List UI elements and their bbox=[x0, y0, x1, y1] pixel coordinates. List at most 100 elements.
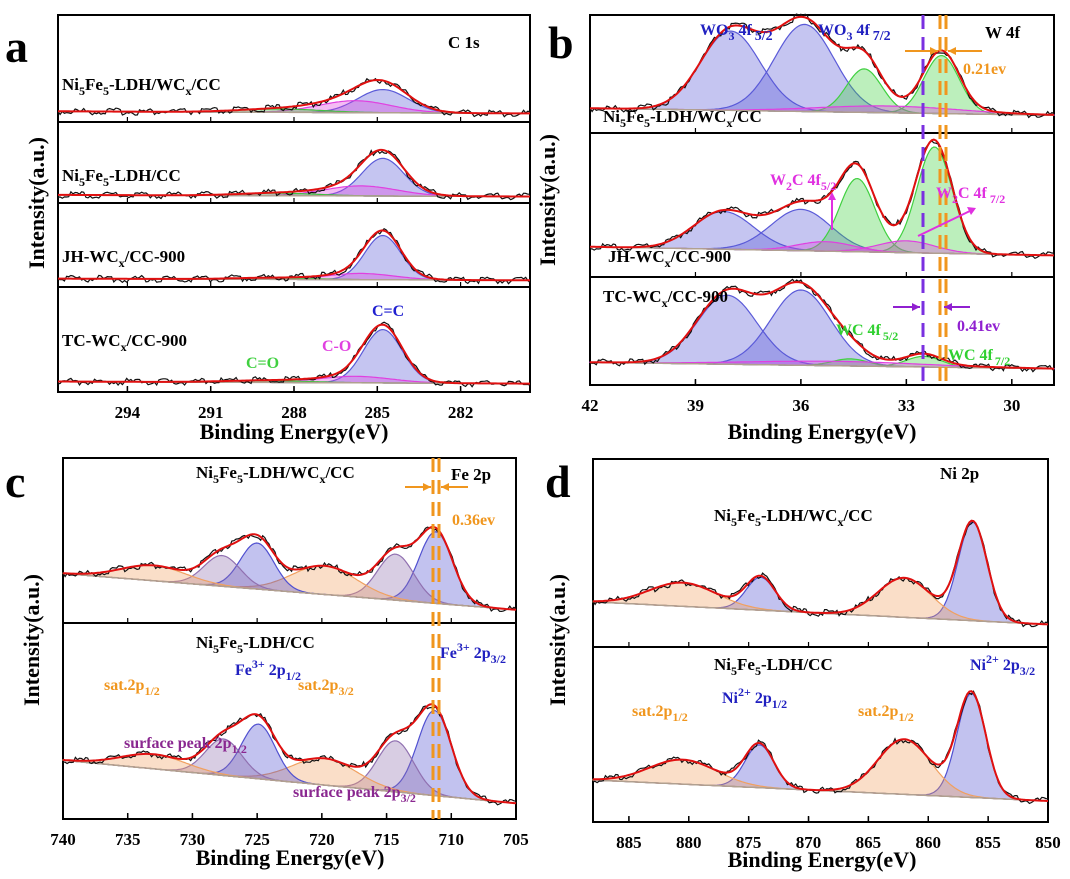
shift-arrowhead bbox=[944, 303, 952, 311]
sample-group-b-2 bbox=[590, 138, 1055, 260]
sample-group-a-2 bbox=[57, 148, 530, 201]
panel-b: 42 39 36 33 30 W 4f 0.21ev 0.41ev Ni5Fe5-LDH… bbox=[535, 13, 1055, 444]
annotation-sat-2p1-2: sat.2p1/2 bbox=[104, 677, 160, 698]
x-tick-label-a-2: 291 bbox=[198, 403, 224, 422]
panel-d-xlabel: Binding Energy(eV) bbox=[728, 847, 917, 872]
annotation-sat-2p3-2: sat.2p3/2 bbox=[298, 677, 354, 698]
panel-d-core-label: Ni 2p bbox=[940, 464, 979, 483]
shift-arrowhead bbox=[441, 483, 449, 491]
envelope-fit-b-1 bbox=[590, 15, 1055, 116]
x-tick-label-d-2: 880 bbox=[676, 833, 702, 852]
panel-c-sample-label-1: Ni5Fe5-LDH/WCx/CC bbox=[196, 463, 355, 486]
panel-b-frame bbox=[589, 14, 1055, 386]
sample-group-b-3 bbox=[589, 278, 1055, 373]
baseline-b-1 bbox=[589, 107, 1054, 117]
x-tick-label-a-1: 294 bbox=[115, 403, 141, 422]
x-tick-label-b-5: 30 bbox=[1003, 396, 1020, 415]
annotation-wo3-7-2: WO3 4f 7/2 bbox=[818, 22, 891, 44]
panel-a-core-label: C 1s bbox=[448, 33, 480, 52]
envelope-fit-a-1 bbox=[58, 78, 530, 115]
x-tick-label-c-2: 735 bbox=[115, 830, 141, 849]
sample-group-b-1 bbox=[589, 13, 1055, 119]
panel-a-sample-label-4: TC-WCx/CC-900 bbox=[62, 331, 187, 354]
x-tick-label-a-3: 288 bbox=[281, 403, 307, 422]
annotation-shift-0-21: 0.21ev bbox=[963, 61, 1006, 78]
x-tick-label-c-4: 725 bbox=[244, 830, 270, 849]
panel-a-sample-label-3: JH-WCx/CC-900 bbox=[62, 247, 185, 270]
annotation-c-o: C-O bbox=[322, 338, 351, 355]
sample-group-d-1 bbox=[592, 519, 1049, 628]
annotation-c-c: C=C bbox=[372, 303, 404, 320]
sample-group-c-2 bbox=[62, 703, 517, 806]
panel-d-sample-label-1: Ni5Fe5-LDH/WCx/CC bbox=[714, 506, 873, 529]
panel-letter-a: a bbox=[5, 21, 28, 72]
shift-arrowhead bbox=[948, 47, 956, 55]
annotation-wc-7-2: WC 4f 7/2 bbox=[948, 347, 1010, 368]
panel-d-frame bbox=[592, 458, 1049, 823]
x-tick-label-c-6: 715 bbox=[374, 830, 400, 849]
panel-b-curves bbox=[589, 13, 1055, 373]
envelope-fit-a-4 bbox=[58, 323, 530, 385]
panel-c-ylabel: Intensity(a.u.) bbox=[19, 574, 44, 706]
raw-spectrum-b-2 bbox=[590, 140, 1055, 260]
annotation-ni-sat-2p1-2-a: sat.2p1/2 bbox=[632, 703, 688, 724]
x-tick-label-b-2: 39 bbox=[687, 396, 704, 415]
raw-spectrum-a-4 bbox=[57, 321, 531, 388]
panel-c-core-label: Fe 2p bbox=[451, 465, 491, 484]
pointer-arrowhead bbox=[828, 192, 836, 200]
panel-c-frame bbox=[62, 457, 517, 820]
panel-b-sample-label-3: TC-WCx/CC-900 bbox=[603, 287, 728, 310]
envelope-fit-b-2 bbox=[590, 138, 1054, 257]
shift-arrowhead bbox=[930, 47, 938, 55]
annotation-fe3-2p1-2: Fe3+ 2p1/2 bbox=[235, 657, 301, 683]
annotation-shift-0-41: 0.41ev bbox=[957, 318, 1000, 335]
panel-letter-d: d bbox=[545, 456, 571, 507]
envelope-fit-d-2 bbox=[593, 690, 1049, 802]
panel-b-ticks: 42 39 36 33 30 bbox=[582, 128, 1020, 415]
panel-a-ylabel: Intensity(a.u.) bbox=[24, 137, 49, 269]
panel-b-xlabel: Binding Energy(eV) bbox=[728, 419, 917, 444]
panel-letter-b: b bbox=[548, 17, 574, 68]
x-tick-label-a-4: 285 bbox=[365, 403, 391, 422]
x-tick-label-a-5: 282 bbox=[448, 403, 474, 422]
sample-group-a-4 bbox=[57, 321, 531, 388]
annotation-wc-5-2: WC 4f 5/2 bbox=[836, 322, 898, 343]
x-tick-label-b-3: 36 bbox=[792, 396, 809, 415]
envelope-fit-d-1 bbox=[593, 519, 1049, 626]
panel-d-ylabel: Intensity(a.u.) bbox=[545, 574, 570, 706]
panel-b-core-label: W 4f bbox=[985, 23, 1020, 42]
panel-d-curves bbox=[592, 519, 1049, 805]
x-tick-label-d-3: 875 bbox=[736, 833, 762, 852]
panel-d-ticks: 885 880 875 870 865 860 855 850 bbox=[616, 642, 1061, 852]
pointer-arrowhead bbox=[967, 207, 976, 215]
annotation-ni2-2p3-2: Ni2+ 2p3/2 bbox=[970, 652, 1035, 678]
x-tick-label-d-5: 865 bbox=[856, 833, 882, 852]
fit-component-d-1-1 bbox=[592, 521, 1049, 625]
annotation-fe3-2p3-2: Fe3+ 2p3/2 bbox=[440, 640, 506, 666]
envelope-fit-a-2 bbox=[58, 148, 530, 198]
x-tick-label-d-1: 885 bbox=[616, 833, 642, 852]
x-tick-label-d-4: 870 bbox=[796, 833, 822, 852]
panel-a: 294 291 288 285 282 C 1s Ni5Fe5-LDH/WCx/CC N… bbox=[24, 14, 531, 444]
annotation-w2c-7-2: W2C 4f 7/2 bbox=[936, 185, 1005, 206]
baseline-b-3 bbox=[590, 361, 1054, 370]
x-tick-label-c-7: 710 bbox=[439, 830, 465, 849]
x-tick-label-c-8: 705 bbox=[503, 830, 529, 849]
shift-arrowhead bbox=[912, 303, 920, 311]
raw-spectrum-a-2 bbox=[57, 149, 530, 201]
raw-spectrum-d-2 bbox=[592, 690, 1049, 805]
annotation-w2c-5-2: W2C 4f5/2 bbox=[770, 172, 836, 193]
panel-a-xlabel: Binding Energy(eV) bbox=[200, 419, 389, 444]
sample-group-c-1 bbox=[62, 526, 517, 613]
panel-c-curves bbox=[62, 526, 517, 806]
panel-b-sample-label-1: Ni5Fe5-LDH/WCx/CC bbox=[603, 107, 762, 130]
baseline-b-2 bbox=[590, 246, 1054, 257]
annotation-c-eq-o: C=O bbox=[246, 355, 279, 372]
panel-b-ylabel: Intensity(a.u.) bbox=[535, 134, 560, 266]
panel-letter-c: c bbox=[5, 456, 25, 507]
x-tick-label-d-8: 850 bbox=[1035, 833, 1061, 852]
panel-c-ticks: 740 735 730 725 720 715 710 705 bbox=[50, 618, 529, 849]
envelope-fit-c-2 bbox=[62, 703, 517, 805]
x-tick-label-d-6: 860 bbox=[916, 833, 942, 852]
